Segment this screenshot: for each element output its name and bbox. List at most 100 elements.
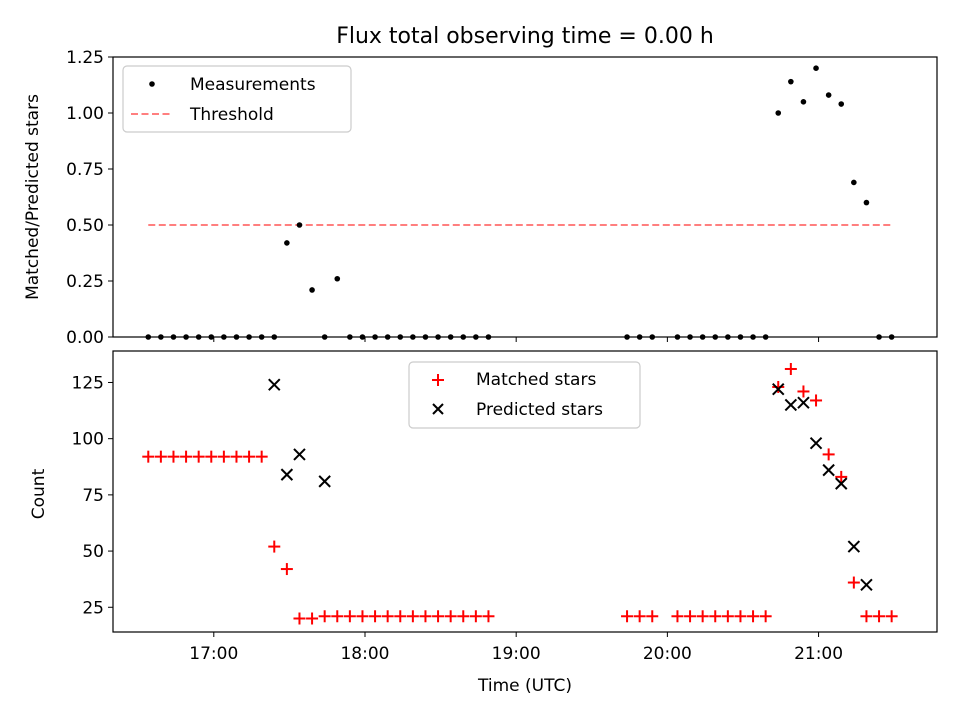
matched-star-point: [747, 610, 760, 623]
predicted-star-point: [835, 477, 848, 490]
top-legend-box: [122, 65, 352, 133]
top-legend: Measurements Threshold: [122, 65, 352, 133]
predicted-star-point: [797, 396, 810, 409]
top-y-tick-label: 0.00: [66, 328, 104, 348]
measurement-point: [813, 65, 819, 71]
matched-star-point: [406, 610, 419, 623]
measurement-point: [309, 287, 315, 293]
matched-star-point: [331, 610, 344, 623]
top-panel: Flux total observing time = 0.00 h Match…: [23, 24, 938, 348]
bottom-y-tick-label: 75: [82, 486, 104, 506]
matched-star-point: [671, 610, 684, 623]
measurement-point: [800, 99, 807, 105]
predicted-star-point: [772, 383, 785, 396]
top-plot-marks: [145, 65, 895, 340]
matched-star-point: [457, 610, 470, 623]
legend-measurements-marker: [149, 81, 155, 87]
matched-star-point: [810, 394, 823, 407]
measurement-point: [788, 78, 794, 85]
matched-star-point: [432, 610, 445, 623]
matched-star-point: [885, 610, 898, 623]
matched-star-point: [293, 612, 306, 625]
x-axis-label: Time (UTC): [477, 676, 572, 696]
x-tick-label: 21:00: [794, 644, 843, 664]
matched-star-point: [306, 612, 319, 625]
matched-star-point: [772, 380, 785, 393]
top-y-tick-label: 1.00: [66, 104, 104, 124]
predicted-star-point: [847, 540, 861, 553]
matched-star-point: [696, 610, 709, 623]
matched-star-point: [268, 540, 281, 553]
top-axis-ticks: 0.00 0.25 0.50 0.75 1.00 1.25: [66, 48, 820, 348]
matched-star-point: [646, 610, 659, 623]
bottom-plot-frame: [112, 350, 938, 633]
matched-star-point: [381, 610, 394, 623]
matched-star-point: [142, 450, 155, 463]
bottom-plot-marks: [142, 362, 898, 625]
measurement-point: [775, 110, 782, 116]
bottom-legend-box: [408, 361, 641, 429]
x-tick-label: 17:00: [189, 644, 238, 664]
matched-star-point: [243, 450, 256, 463]
bottom-y-tick-label: 25: [82, 598, 104, 618]
predicted-star-point: [809, 436, 823, 450]
legend-measurements-label: Measurements: [190, 75, 316, 95]
predicted-star-point: [318, 475, 331, 488]
matched-star-point: [684, 610, 697, 623]
measurement-point: [825, 92, 832, 98]
matched-star-point: [419, 610, 432, 623]
measurement-point: [851, 179, 857, 186]
x-tick-label: 19:00: [492, 644, 541, 664]
matched-star-point: [356, 610, 369, 623]
top-plot-frame: [112, 56, 938, 338]
matched-star-point: [154, 450, 167, 463]
matched-star-point: [343, 610, 356, 623]
matched-star-point: [180, 450, 193, 463]
matched-star-point: [394, 610, 407, 623]
top-y-tick-label: 1.25: [66, 48, 104, 68]
matched-star-point: [797, 385, 810, 398]
chart-title: Flux total observing time = 0.00 h: [336, 24, 714, 49]
x-tick-label: 20:00: [643, 644, 692, 664]
bottom-y-tick-label: 50: [82, 542, 104, 562]
matched-star-point: [847, 576, 860, 589]
legend-matched-marker: [432, 374, 444, 386]
measurement-point: [863, 199, 870, 206]
bottom-y-axis-label: Count: [29, 468, 49, 519]
bottom-y-tick-label: 125: [72, 373, 104, 393]
bottom-panel: Count Time (UTC) 25 50 75 100 125 17:00 18:00 1…: [29, 350, 938, 696]
measurement-point: [296, 222, 303, 228]
top-y-tick-label: 0.50: [66, 216, 104, 236]
matched-star-point: [734, 610, 747, 623]
matched-star-point: [860, 610, 873, 623]
matched-star-point: [784, 362, 797, 375]
matched-star-point: [167, 450, 180, 463]
matched-star-point: [217, 450, 230, 463]
matched-star-point: [318, 610, 331, 623]
x-tick-label: 18:00: [340, 644, 389, 664]
matched-star-point: [280, 563, 293, 576]
matched-star-point: [633, 610, 646, 623]
matched-star-point: [230, 450, 243, 463]
matched-star-point: [759, 610, 772, 623]
legend-predicted-marker: [432, 403, 444, 415]
bottom-legend: Matched stars Predicted stars: [408, 361, 641, 429]
predicted-star-point: [268, 378, 281, 391]
measurement-point: [838, 101, 845, 107]
legend-predicted-label: Predicted stars: [476, 400, 603, 420]
matched-star-point: [482, 610, 495, 623]
predicted-star-point: [822, 463, 835, 477]
top-y-axis-label: Matched/Predicted stars: [23, 94, 43, 300]
matched-star-point: [444, 610, 457, 623]
matched-star-point: [709, 610, 722, 623]
legend-matched-label: Matched stars: [476, 370, 596, 390]
matched-star-point: [192, 450, 205, 463]
matched-star-point: [255, 450, 268, 463]
bottom-y-tick-label: 100: [72, 430, 104, 450]
measurement-point: [284, 240, 290, 246]
matched-star-point: [822, 448, 835, 461]
matched-star-point: [621, 610, 634, 623]
matched-star-point: [369, 610, 382, 623]
top-y-tick-label: 0.25: [66, 272, 104, 292]
